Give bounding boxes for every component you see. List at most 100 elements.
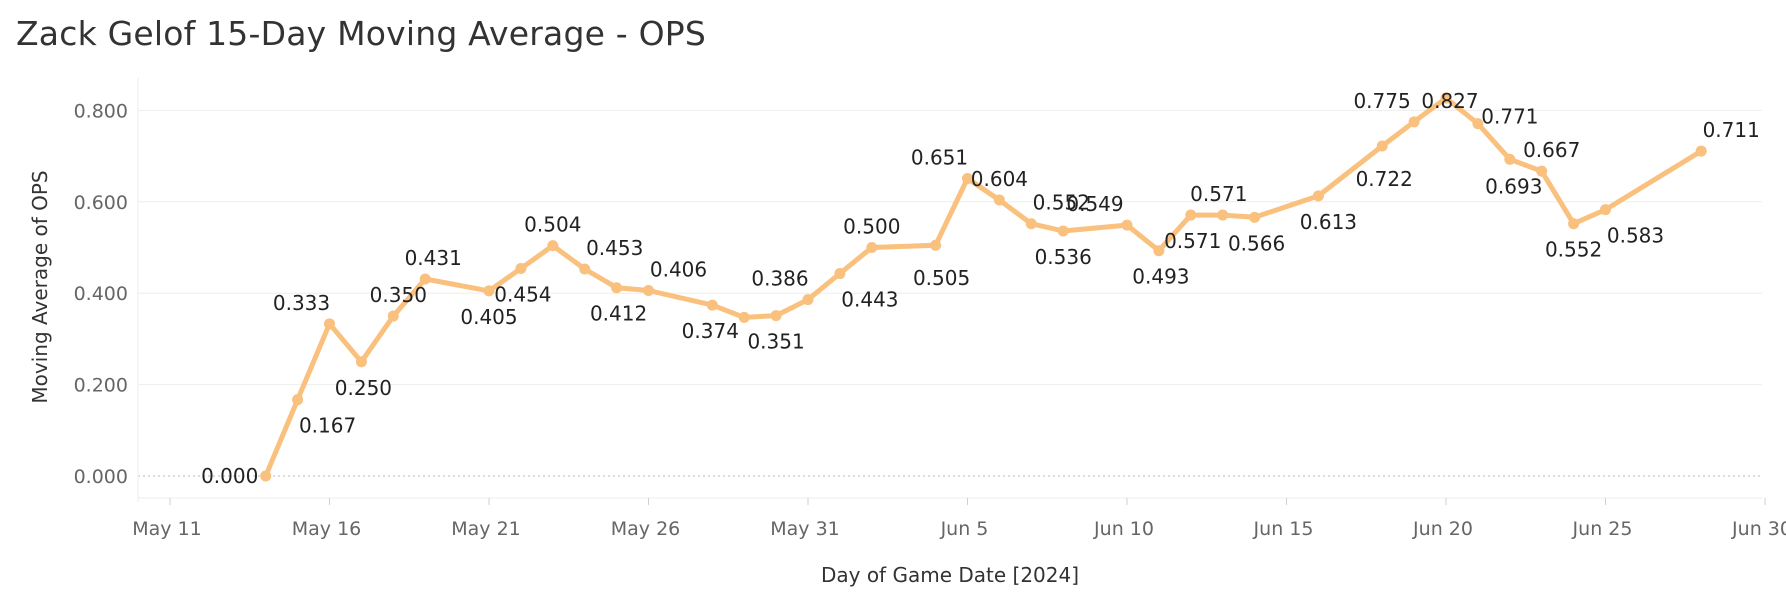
data-points bbox=[260, 92, 1707, 482]
data-point[interactable] bbox=[611, 282, 623, 294]
data-labels: 0.000 0.167 0.333 0.250 0.350 0.431 0.4050.454… bbox=[201, 89, 1760, 488]
data-point[interactable] bbox=[993, 194, 1005, 206]
data-point[interactable] bbox=[1568, 218, 1580, 230]
data-point[interactable] bbox=[1376, 140, 1388, 152]
data-point[interactable] bbox=[1217, 209, 1229, 221]
y-tick-label: 0.600 bbox=[74, 192, 128, 214]
data-label: 0.431 bbox=[405, 246, 462, 270]
data-label: 0.552 bbox=[1033, 191, 1090, 215]
y-tick-label: 0.800 bbox=[74, 100, 128, 122]
data-label: 0.566 bbox=[1228, 231, 1285, 255]
y-tick-label: 0.400 bbox=[74, 283, 128, 305]
x-tick-label: May 31 bbox=[770, 518, 840, 540]
data-point[interactable] bbox=[643, 284, 654, 296]
data-point[interactable] bbox=[1153, 245, 1165, 257]
data-point[interactable] bbox=[802, 294, 814, 306]
x-tick-label: Jun 10 bbox=[1093, 518, 1154, 540]
data-point[interactable] bbox=[738, 311, 750, 323]
data-point[interactable] bbox=[1536, 165, 1548, 177]
x-axis-title: Day of Game Date [2024] bbox=[821, 563, 1079, 587]
data-label: 0.613 bbox=[1300, 210, 1357, 234]
data-label: 0.549 bbox=[1066, 192, 1123, 216]
x-tick-label: May 26 bbox=[611, 518, 681, 540]
data-label: 0.536 bbox=[1035, 245, 1092, 269]
data-point[interactable] bbox=[1695, 145, 1707, 157]
data-point[interactable] bbox=[834, 268, 846, 280]
data-point[interactable] bbox=[930, 239, 942, 251]
x-tick-label: Jun 25 bbox=[1572, 518, 1633, 540]
data-label: 0.493 bbox=[1132, 265, 1189, 289]
data-label: 0.505 bbox=[913, 266, 970, 290]
data-label: 0.350 bbox=[370, 283, 427, 307]
data-point[interactable] bbox=[1121, 219, 1133, 231]
data-point[interactable] bbox=[1025, 218, 1037, 230]
data-label: 0.351 bbox=[747, 330, 804, 354]
data-point[interactable] bbox=[515, 263, 527, 275]
data-label: 0.711 bbox=[1703, 118, 1760, 142]
data-point[interactable] bbox=[1249, 211, 1261, 223]
data-label: 0.454 bbox=[494, 283, 551, 307]
data-label: 0.693 bbox=[1485, 174, 1542, 198]
data-label: 0.504 bbox=[524, 213, 581, 237]
data-label: 0.333 bbox=[273, 291, 330, 315]
data-label: 0.500 bbox=[843, 215, 900, 239]
series-line-layer bbox=[263, 95, 1704, 479]
data-label: 0.604 bbox=[971, 167, 1028, 191]
gridlines bbox=[138, 109, 1762, 477]
chart-title: Zack Gelof 15-Day Moving Average - OPS bbox=[16, 14, 706, 53]
data-label: 0.412 bbox=[590, 302, 647, 326]
series-line bbox=[263, 95, 1704, 479]
x-tick-label: Jun 30 bbox=[1731, 518, 1786, 540]
data-label: 0.443 bbox=[841, 288, 898, 312]
data-point[interactable] bbox=[324, 318, 335, 330]
data-label: 0.167 bbox=[299, 414, 356, 438]
data-label: 0.406 bbox=[650, 258, 707, 282]
data-point[interactable] bbox=[962, 172, 973, 184]
data-point[interactable] bbox=[866, 242, 878, 253]
data-point[interactable] bbox=[260, 470, 272, 482]
x-tick-label: Jun 5 bbox=[940, 518, 989, 540]
data-label: 0.775 bbox=[1353, 89, 1410, 113]
x-tick-label: Jun 15 bbox=[1253, 518, 1314, 540]
y-tick-label: 0.000 bbox=[74, 466, 128, 488]
data-point[interactable] bbox=[1600, 204, 1611, 216]
data-point[interactable] bbox=[387, 310, 399, 322]
x-tick-label: May 16 bbox=[292, 518, 362, 540]
data-point[interactable] bbox=[1312, 190, 1324, 202]
y-axis-title: Moving Average of OPS bbox=[28, 170, 52, 403]
data-label: 0.250 bbox=[335, 376, 392, 400]
data-point[interactable] bbox=[1472, 118, 1484, 130]
data-label: 0.667 bbox=[1523, 138, 1580, 162]
y-tick-label: 0.200 bbox=[74, 375, 128, 397]
data-label: 0.722 bbox=[1356, 167, 1413, 191]
data-point[interactable] bbox=[770, 310, 782, 322]
data-point[interactable] bbox=[1408, 116, 1420, 128]
data-label: 0.374 bbox=[682, 319, 739, 343]
data-label: 0.552 bbox=[1545, 238, 1602, 262]
data-label: 0.453 bbox=[586, 236, 643, 260]
data-label: 0.771 bbox=[1481, 105, 1538, 129]
data-label: 0.827 bbox=[1421, 89, 1478, 113]
data-point[interactable] bbox=[1057, 225, 1069, 237]
data-point[interactable] bbox=[547, 240, 559, 252]
data-point[interactable] bbox=[419, 273, 431, 285]
data-point[interactable] bbox=[483, 285, 495, 297]
data-point[interactable] bbox=[1504, 153, 1516, 165]
x-tick-label: Jun 20 bbox=[1412, 518, 1473, 540]
data-label: 0.386 bbox=[751, 267, 808, 291]
data-point[interactable] bbox=[355, 356, 367, 368]
data-point[interactable] bbox=[292, 394, 304, 406]
data-label: 0.571 bbox=[1190, 182, 1247, 206]
data-point[interactable] bbox=[579, 263, 591, 275]
axes: 0.000 0.200 0.400 0.600 0.800 May 11 May 16 May… bbox=[74, 78, 1786, 540]
data-point[interactable] bbox=[1440, 92, 1452, 104]
data-label: 0.571 bbox=[1164, 229, 1221, 253]
x-tick-label: May 21 bbox=[451, 518, 521, 540]
data-label: 0.583 bbox=[1607, 224, 1664, 248]
data-point[interactable] bbox=[706, 299, 718, 311]
data-label: 0.405 bbox=[460, 305, 517, 329]
x-tick-label: May 11 bbox=[132, 518, 202, 540]
data-label: 0.651 bbox=[911, 146, 968, 170]
data-point[interactable] bbox=[1185, 209, 1197, 221]
